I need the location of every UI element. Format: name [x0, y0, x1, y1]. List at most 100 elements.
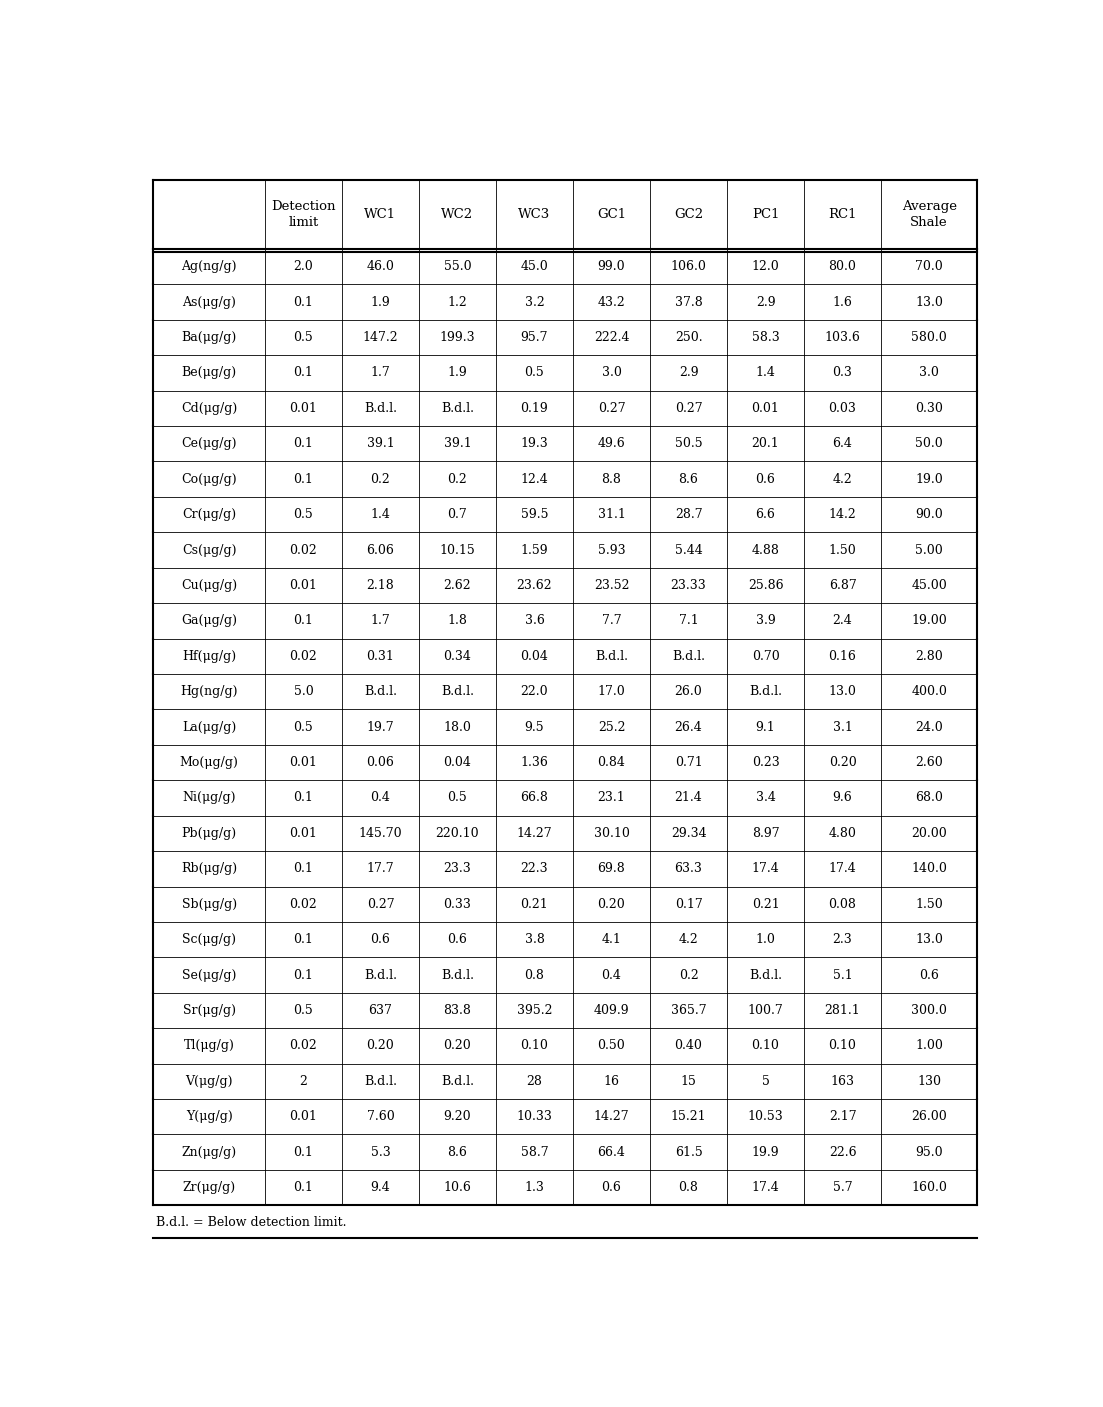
Text: 10.33: 10.33 [516, 1110, 553, 1123]
Text: 10.15: 10.15 [440, 543, 475, 557]
Text: 95.7: 95.7 [521, 331, 548, 345]
Text: Ga(μg/g): Ga(μg/g) [181, 615, 237, 628]
Text: 30.10: 30.10 [593, 827, 630, 840]
Text: 365.7: 365.7 [671, 1005, 706, 1017]
Text: B.d.l.: B.d.l. [364, 402, 397, 415]
Text: 0.6: 0.6 [371, 933, 390, 946]
Text: PC1: PC1 [752, 208, 780, 221]
Text: 8.6: 8.6 [448, 1145, 468, 1159]
Text: 43.2: 43.2 [598, 295, 625, 308]
Text: 20.1: 20.1 [751, 438, 780, 450]
Text: 0.10: 0.10 [521, 1040, 548, 1052]
Text: 0.10: 0.10 [751, 1040, 780, 1052]
Text: 1.2: 1.2 [448, 295, 468, 308]
Text: 2.0: 2.0 [293, 260, 313, 273]
Text: 0.01: 0.01 [289, 1110, 318, 1123]
Text: 9.6: 9.6 [833, 792, 853, 805]
Text: Sr(μg/g): Sr(μg/g) [183, 1005, 236, 1017]
Text: 1.9: 1.9 [371, 295, 390, 308]
Text: 0.6: 0.6 [601, 1180, 621, 1195]
Text: 0.02: 0.02 [290, 650, 318, 663]
Text: 0.70: 0.70 [751, 650, 780, 663]
Text: 31.1: 31.1 [598, 508, 625, 521]
Text: B.d.l.: B.d.l. [672, 650, 705, 663]
Text: 1.3: 1.3 [525, 1180, 545, 1195]
Text: 1.9: 1.9 [448, 366, 468, 380]
Text: Detection
limit: Detection limit [271, 200, 335, 229]
Text: 0.08: 0.08 [828, 898, 856, 910]
Text: 9.5: 9.5 [525, 720, 544, 733]
Text: 25.86: 25.86 [748, 578, 783, 592]
Text: 14.27: 14.27 [516, 827, 553, 840]
Text: Sc(μg/g): Sc(μg/g) [182, 933, 236, 946]
Text: 5.44: 5.44 [675, 543, 703, 557]
Text: 22.0: 22.0 [521, 685, 548, 698]
Text: 5.1: 5.1 [833, 968, 853, 982]
Text: 1.50: 1.50 [915, 898, 943, 910]
Text: 4.1: 4.1 [601, 933, 621, 946]
Text: 0.1: 0.1 [293, 1180, 313, 1195]
Text: 222.4: 222.4 [593, 331, 629, 345]
Text: 16: 16 [603, 1075, 620, 1088]
Text: 19.00: 19.00 [911, 615, 947, 628]
Text: 0.4: 0.4 [371, 792, 390, 805]
Text: 99.0: 99.0 [598, 260, 625, 273]
Text: 0.5: 0.5 [293, 331, 313, 345]
Text: 0.5: 0.5 [525, 366, 545, 380]
Text: 23.52: 23.52 [593, 578, 629, 592]
Text: 1.6: 1.6 [833, 295, 853, 308]
Text: 19.9: 19.9 [752, 1145, 780, 1159]
Text: 0.34: 0.34 [443, 650, 471, 663]
Text: 2.9: 2.9 [678, 366, 698, 380]
Text: 0.1: 0.1 [293, 933, 313, 946]
Text: 90.0: 90.0 [915, 508, 943, 521]
Text: 9.4: 9.4 [371, 1180, 390, 1195]
Text: 0.5: 0.5 [293, 508, 313, 521]
Text: Cd(μg/g): Cd(μg/g) [181, 402, 237, 415]
Text: 637: 637 [368, 1005, 393, 1017]
Text: 0.1: 0.1 [293, 862, 313, 875]
Text: 69.8: 69.8 [598, 862, 625, 875]
Text: Zr(μg/g): Zr(μg/g) [182, 1180, 236, 1195]
Text: 0.03: 0.03 [828, 402, 856, 415]
Text: 4.88: 4.88 [751, 543, 780, 557]
Text: 0.1: 0.1 [293, 792, 313, 805]
Text: 0.06: 0.06 [366, 756, 395, 770]
Text: 0.2: 0.2 [448, 473, 468, 485]
Text: 0.01: 0.01 [289, 756, 318, 770]
Text: 59.5: 59.5 [521, 508, 548, 521]
Text: 1.7: 1.7 [371, 615, 390, 628]
Text: 50.0: 50.0 [915, 438, 943, 450]
Text: 163: 163 [831, 1075, 855, 1088]
Text: GC1: GC1 [597, 208, 627, 221]
Text: 28.7: 28.7 [675, 508, 703, 521]
Text: 8.6: 8.6 [678, 473, 698, 485]
Text: 95.0: 95.0 [915, 1145, 943, 1159]
Text: 5.3: 5.3 [371, 1145, 390, 1159]
Text: 13.0: 13.0 [915, 295, 943, 308]
Text: Rb(μg/g): Rb(μg/g) [181, 862, 237, 875]
Text: 2.80: 2.80 [915, 650, 943, 663]
Text: 39.1: 39.1 [443, 438, 471, 450]
Text: 0.20: 0.20 [598, 898, 625, 910]
Text: 220.10: 220.10 [436, 827, 480, 840]
Text: 6.87: 6.87 [828, 578, 856, 592]
Text: 80.0: 80.0 [828, 260, 856, 273]
Text: 22.3: 22.3 [521, 862, 548, 875]
Text: 0.02: 0.02 [290, 898, 318, 910]
Text: 0.02: 0.02 [290, 1040, 318, 1052]
Text: Be(μg/g): Be(μg/g) [182, 366, 237, 380]
Text: 37.8: 37.8 [675, 295, 703, 308]
Text: 2.18: 2.18 [366, 578, 395, 592]
Text: B.d.l.: B.d.l. [441, 685, 474, 698]
Text: 0.5: 0.5 [293, 1005, 313, 1017]
Text: 0.5: 0.5 [293, 720, 313, 733]
Text: 58.3: 58.3 [751, 331, 780, 345]
Text: 0.10: 0.10 [828, 1040, 856, 1052]
Text: 3.1: 3.1 [833, 720, 853, 733]
Text: 3.0: 3.0 [601, 366, 621, 380]
Text: 0.30: 0.30 [915, 402, 943, 415]
Text: 0.23: 0.23 [751, 756, 780, 770]
Text: Y(μg/g): Y(μg/g) [185, 1110, 233, 1123]
Text: 63.3: 63.3 [675, 862, 703, 875]
